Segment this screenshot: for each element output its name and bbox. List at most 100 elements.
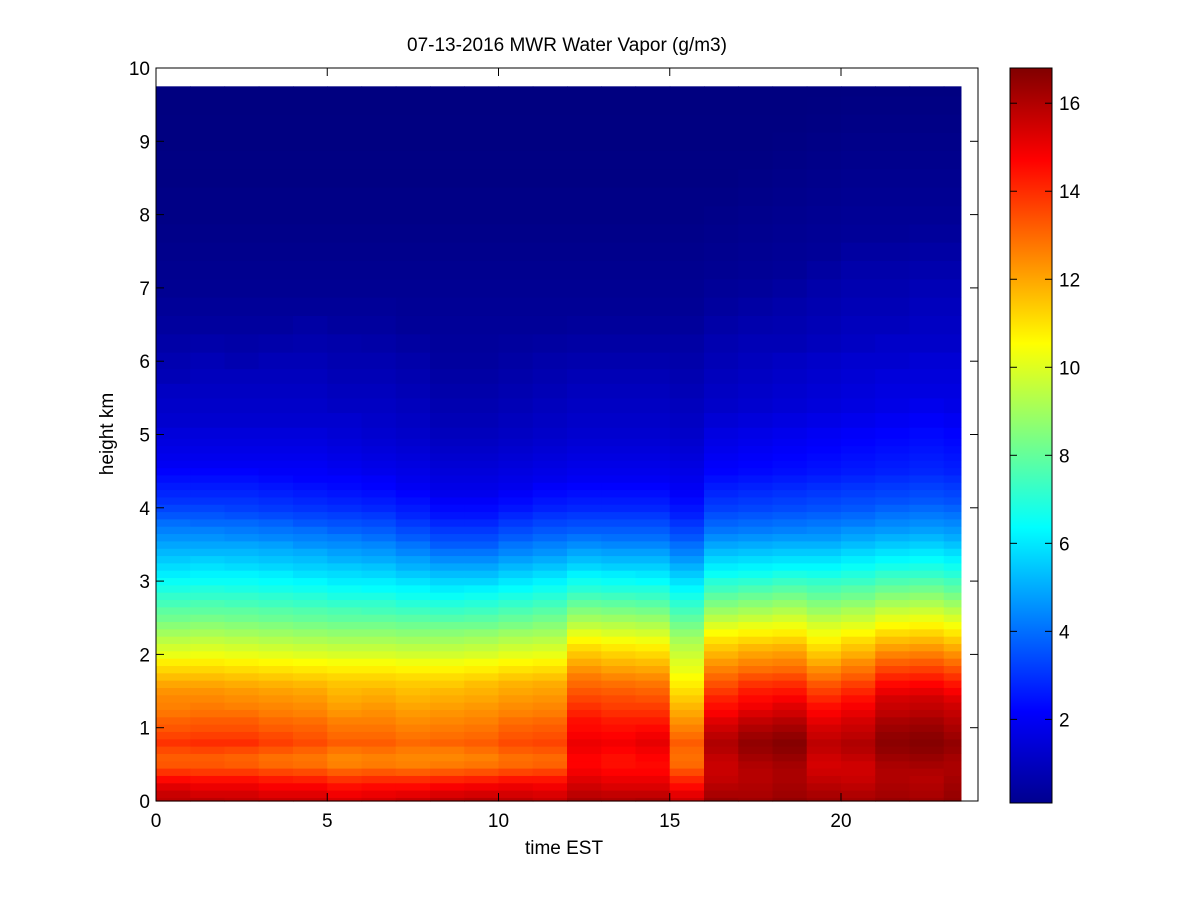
heatmap-cell bbox=[875, 672, 911, 681]
heatmap-cell bbox=[156, 467, 191, 476]
heatmap-cell bbox=[532, 383, 568, 399]
heatmap-cell bbox=[806, 694, 842, 703]
y-tick-label: 1 bbox=[139, 719, 150, 740]
heatmap-cell bbox=[532, 467, 568, 476]
heatmap-cell bbox=[943, 352, 962, 370]
heatmap-cell bbox=[293, 445, 328, 454]
heatmap-cell bbox=[669, 260, 705, 280]
heatmap-cell bbox=[361, 496, 397, 505]
heatmap-cell bbox=[395, 790, 431, 798]
heatmap-cell bbox=[909, 242, 945, 262]
heatmap-cell bbox=[156, 753, 191, 762]
heatmap-cell bbox=[875, 168, 911, 188]
heatmap-cell bbox=[327, 467, 363, 476]
heatmap-cell bbox=[943, 242, 962, 262]
heatmap-cell bbox=[532, 797, 568, 802]
heatmap-cell bbox=[909, 223, 945, 243]
heatmap-cell bbox=[875, 694, 911, 703]
heatmap-cell bbox=[293, 187, 328, 207]
heatmap-cell bbox=[567, 474, 602, 483]
heatmap-cell bbox=[327, 614, 363, 623]
heatmap-cell bbox=[704, 614, 739, 623]
heatmap-cell bbox=[635, 687, 671, 696]
heatmap-cell bbox=[361, 452, 397, 461]
heatmap-cell bbox=[567, 680, 602, 688]
heatmap-cell bbox=[464, 445, 500, 454]
heatmap-cell bbox=[806, 242, 842, 262]
heatmap-cell bbox=[909, 113, 945, 133]
heatmap-cell bbox=[190, 460, 226, 469]
heatmap-cell bbox=[156, 746, 191, 754]
heatmap-cell bbox=[669, 738, 705, 747]
heatmap-cell bbox=[156, 694, 191, 703]
heatmap-cell bbox=[464, 665, 500, 674]
heatmap-cell bbox=[327, 397, 363, 414]
heatmap-cell bbox=[669, 650, 705, 659]
heatmap-cell bbox=[669, 584, 705, 593]
heatmap-cell bbox=[909, 315, 945, 335]
heatmap-cell bbox=[464, 592, 500, 601]
colorbar bbox=[1009, 67, 1053, 804]
heatmap-cell bbox=[669, 621, 705, 630]
y-tick-label: 4 bbox=[139, 499, 150, 520]
heatmap-cell bbox=[772, 782, 808, 791]
heatmap-cell bbox=[738, 658, 774, 666]
heatmap-cell bbox=[943, 746, 962, 754]
heatmap-cell bbox=[841, 315, 876, 335]
heatmap-cell bbox=[156, 738, 191, 747]
heatmap-cell bbox=[258, 782, 294, 791]
heatmap-cell bbox=[635, 665, 671, 674]
heatmap-cell bbox=[704, 702, 739, 710]
heatmap-cell bbox=[498, 636, 534, 645]
heatmap-cell bbox=[498, 86, 534, 97]
heatmap-cell bbox=[464, 643, 500, 652]
heatmap-cell bbox=[190, 775, 226, 784]
heatmap-cell bbox=[532, 95, 568, 115]
heatmap-cell bbox=[704, 397, 739, 414]
heatmap-cell bbox=[395, 95, 431, 115]
heatmap-cell bbox=[772, 150, 808, 170]
heatmap-cell bbox=[601, 540, 637, 549]
heatmap-cell bbox=[258, 643, 294, 652]
heatmap-cell bbox=[704, 768, 739, 776]
heatmap-cell bbox=[224, 724, 260, 732]
heatmap-cell bbox=[635, 368, 671, 384]
heatmap-cell bbox=[258, 614, 294, 623]
heatmap-cell bbox=[875, 445, 911, 454]
heatmap-cell bbox=[327, 518, 363, 527]
heatmap-cell bbox=[293, 113, 328, 133]
heatmap-cell bbox=[567, 352, 602, 370]
heatmap-cell bbox=[532, 731, 568, 740]
heatmap-cell bbox=[601, 555, 637, 564]
heatmap-cell bbox=[841, 489, 876, 498]
heatmap-cell bbox=[772, 113, 808, 133]
heatmap-cell bbox=[704, 731, 739, 740]
heatmap-cell bbox=[669, 397, 705, 414]
heatmap-cell bbox=[464, 452, 500, 461]
heatmap-cell bbox=[841, 496, 876, 505]
heatmap-cell bbox=[156, 383, 191, 399]
heatmap-cell bbox=[395, 621, 431, 630]
heatmap-cell bbox=[704, 260, 739, 280]
heatmap-cell bbox=[875, 614, 911, 623]
heatmap-cell bbox=[841, 438, 876, 447]
heatmap-cell bbox=[361, 187, 397, 207]
heatmap-cell bbox=[190, 768, 226, 776]
heatmap-cell bbox=[806, 412, 842, 428]
heatmap-cell bbox=[395, 278, 431, 298]
heatmap-cell bbox=[875, 504, 911, 513]
heatmap-cell bbox=[190, 592, 226, 601]
heatmap-cell bbox=[772, 460, 808, 469]
heatmap-cell bbox=[772, 278, 808, 298]
heatmap-cell bbox=[909, 438, 945, 447]
heatmap-cell bbox=[395, 694, 431, 703]
heatmap-cell bbox=[841, 95, 876, 115]
heatmap-cell bbox=[567, 333, 602, 353]
heatmap-cell bbox=[841, 672, 876, 681]
heatmap-cell bbox=[293, 132, 328, 152]
heatmap-cell bbox=[601, 775, 637, 784]
heatmap-cell bbox=[430, 584, 465, 593]
heatmap-cell bbox=[909, 768, 945, 776]
heatmap-cell bbox=[806, 665, 842, 674]
